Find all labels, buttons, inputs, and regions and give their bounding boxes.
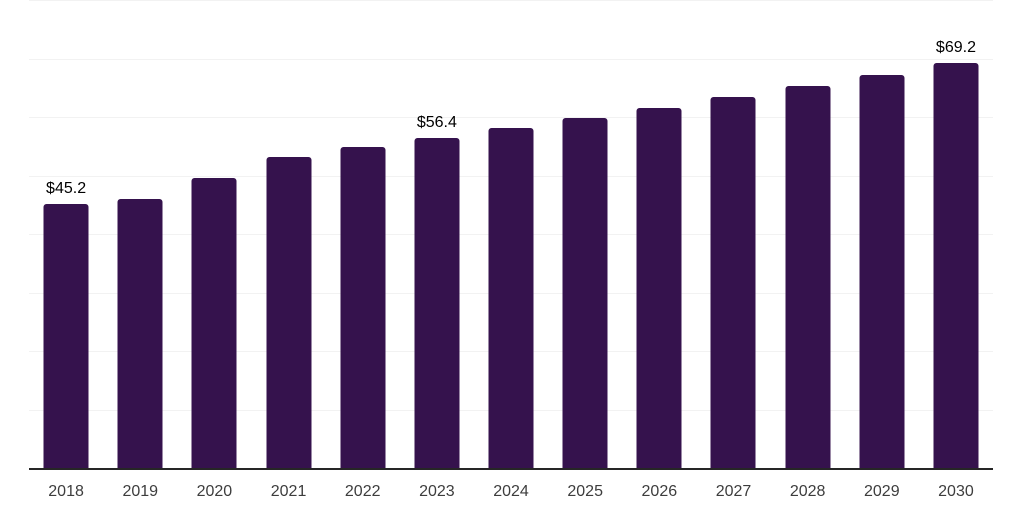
gridline bbox=[29, 117, 993, 118]
plot-area: $45.2 $56.4 $69.2 bbox=[29, 0, 993, 470]
x-tick-label-2018: 2018 bbox=[48, 483, 84, 500]
bar-slot bbox=[177, 2, 251, 468]
bar-2019 bbox=[117, 198, 163, 468]
x-tick-label-2030: 2030 bbox=[938, 483, 974, 500]
bar-slot bbox=[622, 2, 696, 468]
x-tick-label-2022: 2022 bbox=[344, 483, 381, 500]
bar-slot bbox=[474, 2, 548, 468]
x-tick-label-2029: 2029 bbox=[864, 483, 900, 500]
bar-2027 bbox=[710, 97, 756, 468]
bar-2030 bbox=[933, 63, 979, 468]
bar-slot: $56.4 bbox=[400, 2, 474, 468]
bar-2018 bbox=[43, 203, 89, 468]
x-tick-label-2025: 2025 bbox=[567, 483, 603, 500]
bar-2025 bbox=[562, 118, 608, 468]
gridline bbox=[29, 58, 993, 60]
bar-2024 bbox=[488, 128, 534, 468]
bar-2026 bbox=[636, 107, 682, 468]
bar-slot bbox=[548, 2, 622, 468]
bar-slot bbox=[326, 2, 400, 468]
bar-slot bbox=[845, 2, 919, 468]
bar-slot: $45.2 bbox=[29, 2, 103, 468]
bar-value-label-2018: $45.2 bbox=[46, 179, 87, 197]
x-tick-label-2019: 2019 bbox=[122, 483, 159, 500]
bar-2022 bbox=[340, 147, 386, 468]
bar-slot: $69.2 bbox=[919, 2, 993, 468]
x-tick-label-2028: 2028 bbox=[789, 483, 826, 500]
bar-2029 bbox=[859, 74, 905, 468]
x-tick-label-2027: 2027 bbox=[715, 483, 752, 500]
x-tick-label-2020: 2020 bbox=[196, 483, 233, 500]
bar-slot bbox=[251, 2, 325, 468]
x-tick-label-2026: 2026 bbox=[641, 483, 678, 500]
bar-value-label-2023: $56.4 bbox=[416, 114, 457, 132]
x-axis-labels: 2018 2019 2020 2021 2022 2023 2024 2025 2026 2027… bbox=[29, 472, 993, 501]
x-tick-label-2024: 2024 bbox=[493, 483, 529, 500]
bar-2020 bbox=[191, 178, 237, 468]
bar-slot bbox=[771, 2, 845, 468]
bar-2028 bbox=[785, 86, 831, 468]
x-tick-label-2023: 2023 bbox=[419, 483, 455, 500]
bar-2023 bbox=[414, 138, 460, 468]
bar-slot bbox=[696, 2, 770, 468]
gridline bbox=[29, 0, 993, 1]
bar-2021 bbox=[266, 157, 312, 468]
x-tick-label-2021: 2021 bbox=[270, 483, 307, 500]
bar-value-label-2030: $69.2 bbox=[935, 39, 976, 57]
bar-series: $45.2 $56.4 $69.2 bbox=[29, 2, 993, 468]
bar-slot bbox=[103, 2, 177, 468]
